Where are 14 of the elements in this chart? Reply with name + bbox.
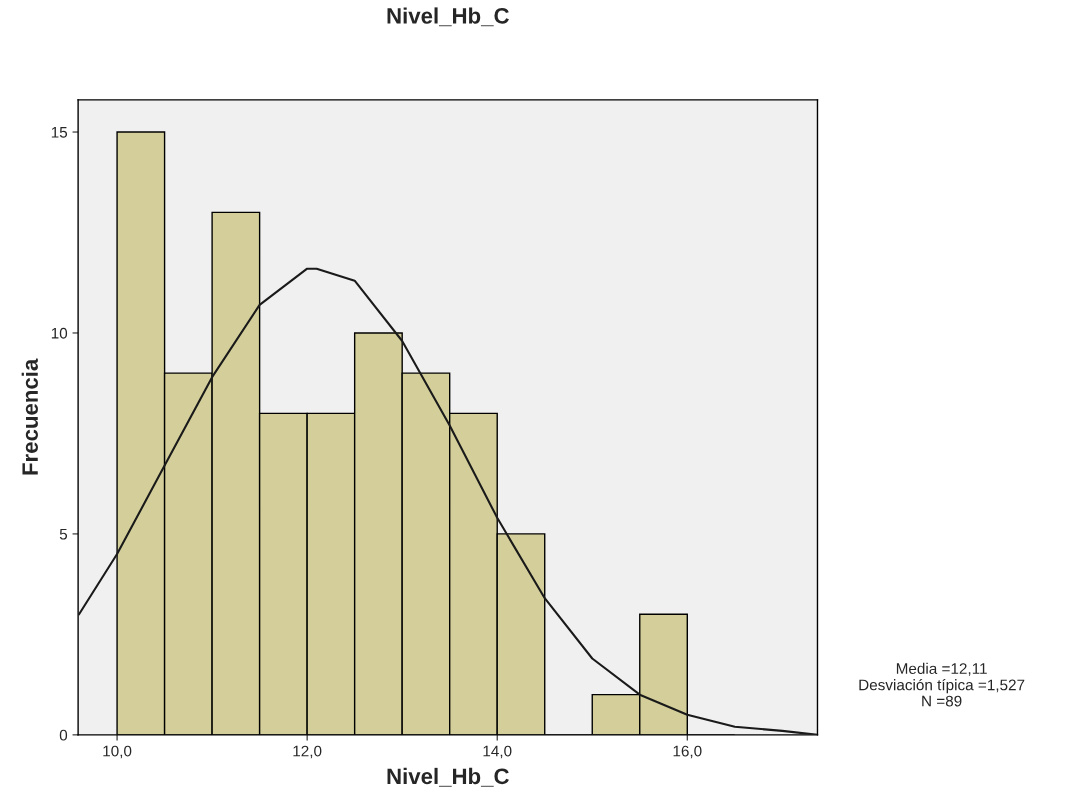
x-tick-label: 16,0 bbox=[673, 745, 702, 759]
text: Media =12,11 bbox=[896, 662, 987, 676]
x-axis-title: Nivel_Hb_C bbox=[387, 767, 509, 787]
y-axis-title: Frecuencia bbox=[21, 358, 38, 475]
y-tick-label: 5 bbox=[59, 528, 68, 540]
x-tick-label: 10,0 bbox=[103, 745, 132, 759]
x-tick-label: 12,0 bbox=[293, 745, 322, 759]
y-tick-label: 15 bbox=[51, 127, 68, 138]
text: N =89 bbox=[922, 695, 962, 707]
x-tick-label: 14,0 bbox=[483, 745, 512, 759]
y-tick-label: 10 bbox=[51, 327, 68, 339]
text: Desviación típica =1,527 bbox=[859, 678, 1025, 694]
y-tick-label: 0 bbox=[59, 729, 68, 741]
chart-title: Nivel_Hb_C bbox=[387, 7, 509, 27]
